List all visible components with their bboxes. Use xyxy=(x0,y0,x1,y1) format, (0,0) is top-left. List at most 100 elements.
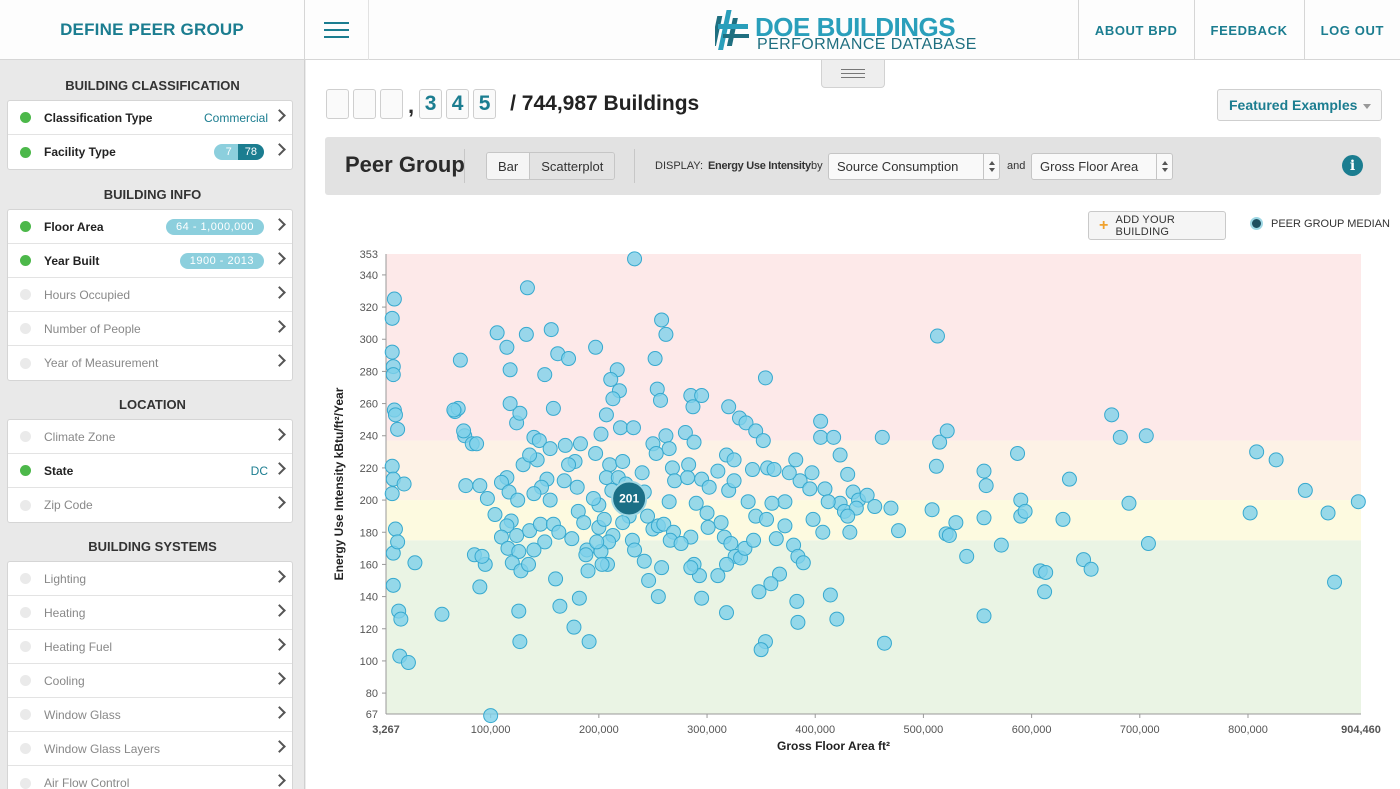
scatter-point xyxy=(751,584,767,600)
filter-window-glass[interactable]: Window Glass xyxy=(8,698,292,732)
info-icon[interactable]: i xyxy=(1342,155,1363,176)
counter-digit xyxy=(326,89,349,119)
y-tick-label: 220 xyxy=(360,463,378,475)
add-your-building-label: ADD YOUR BUILDING xyxy=(1115,213,1176,238)
filter-zip-code[interactable]: Zip Code xyxy=(8,488,292,522)
filter-lighting[interactable]: Lighting xyxy=(8,562,292,596)
scatter-point xyxy=(634,465,650,481)
year-built-range-badge: 1900 - 2013 xyxy=(179,252,264,269)
scatter-point xyxy=(572,436,588,452)
filter-year-of-measurement[interactable]: Year of Measurement xyxy=(8,346,292,380)
total-buildings: / 744,987 Buildings xyxy=(510,92,700,115)
filter-cooling[interactable]: Cooling xyxy=(8,664,292,698)
scatter-point xyxy=(1249,444,1265,460)
scatter-point xyxy=(640,508,656,524)
scatter-point xyxy=(551,524,567,540)
consumption-select[interactable]: Source Consumption xyxy=(828,153,1000,180)
status-dot xyxy=(20,221,31,232)
consumption-select-value: Source Consumption xyxy=(837,159,959,174)
scatter-point xyxy=(948,515,964,531)
nav-log-out[interactable]: LOG OUT xyxy=(1303,0,1400,60)
scatter-point xyxy=(664,460,680,476)
scatter-point xyxy=(526,542,542,558)
scatter-point xyxy=(564,531,580,547)
scatter-point xyxy=(543,322,559,338)
group-building-info: Floor Area 64 - 1,000,000 Year Built 190… xyxy=(7,209,293,381)
scatter-point xyxy=(1242,505,1258,521)
scatter-point xyxy=(542,441,558,457)
scatter-point xyxy=(542,492,558,508)
scatter-point xyxy=(589,534,605,550)
scatter-point xyxy=(502,362,518,378)
x-axis-select[interactable]: Gross Floor Area xyxy=(1031,153,1173,180)
filter-classification-type[interactable]: Classification Type Commercial xyxy=(8,101,292,135)
section-title-location: LOCATION xyxy=(119,397,186,412)
scatter-point xyxy=(1297,482,1313,498)
filter-climate-zone[interactable]: Climate Zone xyxy=(8,420,292,454)
scatter-point xyxy=(813,413,829,429)
scatter-point xyxy=(654,560,670,576)
scatter-point xyxy=(1055,511,1071,527)
scatter-point xyxy=(532,516,548,532)
filter-floor-area[interactable]: Floor Area 64 - 1,000,000 xyxy=(8,210,292,244)
scatter-point xyxy=(596,511,612,527)
scatter-point xyxy=(566,619,582,635)
scatter-point xyxy=(694,388,710,404)
filter-hours-occupied[interactable]: Hours Occupied xyxy=(8,278,292,312)
counter-comma: , xyxy=(408,93,415,118)
filter-air-flow-control[interactable]: Air Flow Control xyxy=(8,766,292,789)
chart-toolbar: Peer Group Bar Scatterplot DISPLAY: Ener… xyxy=(325,137,1381,195)
by-label: by xyxy=(811,160,823,172)
status-dot xyxy=(20,675,31,686)
filter-label: Floor Area xyxy=(44,219,104,234)
scatter-point xyxy=(700,519,716,535)
scatter-point xyxy=(452,352,468,368)
group-building-classification: Classification Type Commercial Facility … xyxy=(7,100,293,170)
scatter-point xyxy=(384,486,400,502)
scatter-point xyxy=(548,571,564,587)
filter-facility-type[interactable]: Facility Type 7 78 xyxy=(8,135,292,169)
x-tick-label: 500,000 xyxy=(904,724,944,736)
drag-handle-icon[interactable] xyxy=(821,60,885,88)
x-tick-label: 904,460 xyxy=(1341,724,1381,736)
scatter-point xyxy=(740,494,756,510)
status-dot xyxy=(20,607,31,618)
scatterplot-button[interactable]: Scatterplot xyxy=(529,153,615,179)
status-dot xyxy=(20,465,31,476)
doe-logo[interactable]: DOE BUILDINGS PERFORMANCE DATABASE xyxy=(715,6,980,56)
y-tick-label: 200 xyxy=(360,495,378,507)
featured-examples-dropdown[interactable]: Featured Examples xyxy=(1217,89,1382,121)
filter-heating-fuel[interactable]: Heating Fuel xyxy=(8,630,292,664)
nav-feedback[interactable]: FEEDBACK xyxy=(1193,0,1304,60)
filter-number-of-people[interactable]: Number of People xyxy=(8,312,292,346)
scatter-point xyxy=(502,396,518,412)
chevron-right-icon xyxy=(273,638,286,651)
scatter-point xyxy=(581,634,597,650)
status-dot xyxy=(20,573,31,584)
filter-state[interactable]: State DC xyxy=(8,454,292,488)
chevron-right-icon xyxy=(273,706,286,719)
chevron-right-icon xyxy=(273,672,286,685)
filter-year-built[interactable]: Year Built 1900 - 2013 xyxy=(8,244,292,278)
add-your-building-button[interactable]: + ADD YOUR BUILDING xyxy=(1088,211,1226,240)
bar-chart-button[interactable]: Bar xyxy=(487,153,530,179)
doe-logo-mark-icon xyxy=(715,10,749,50)
scatter-point xyxy=(594,556,610,572)
scatter-point xyxy=(400,655,416,671)
scatter-point xyxy=(384,344,400,360)
menu-icon[interactable] xyxy=(305,0,369,60)
filter-heating[interactable]: Heating xyxy=(8,596,292,630)
scatter-point xyxy=(842,524,858,540)
peer-group-title: Peer Group xyxy=(345,152,465,177)
nav-about-bpd[interactable]: ABOUT BPD xyxy=(1077,0,1194,60)
scatter-point xyxy=(817,481,833,497)
filter-window-glass-layers[interactable]: Window Glass Layers xyxy=(8,732,292,766)
scatter-point xyxy=(768,531,784,547)
scatter-point xyxy=(456,423,472,439)
median-label: 201 xyxy=(619,491,639,505)
filter-label: Heating Fuel xyxy=(44,639,113,654)
scatter-point xyxy=(1112,429,1128,445)
section-title-building-info: BUILDING INFO xyxy=(103,187,202,202)
metric-label: Energy Use Intensity xyxy=(708,160,811,172)
scatter-point xyxy=(605,391,621,407)
